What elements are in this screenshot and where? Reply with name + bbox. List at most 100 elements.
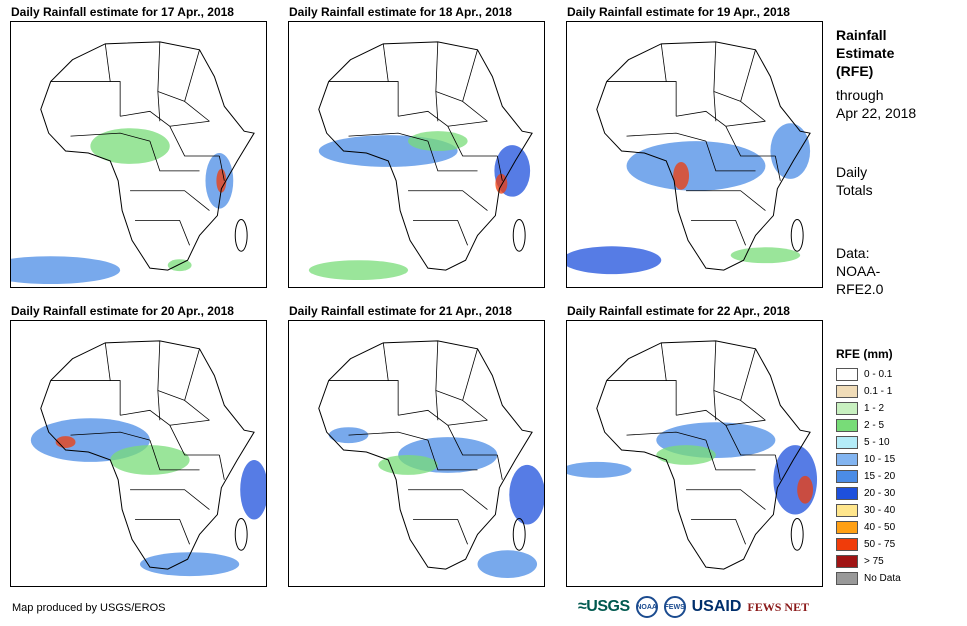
legend-item: 1 - 2: [836, 400, 901, 417]
country-border: [725, 425, 776, 456]
legend-swatch: [836, 385, 858, 398]
country-border: [713, 390, 717, 421]
legend-swatch: [836, 419, 858, 432]
country-border: [713, 41, 756, 102]
dhs-logo: FEWS: [663, 596, 686, 618]
legend-item: 2 - 5: [836, 417, 901, 434]
legend-label: 2 - 5: [864, 420, 885, 431]
legend-swatch: [836, 487, 858, 500]
country-border: [70, 431, 151, 441]
legend-label: 0 - 0.1: [864, 369, 893, 380]
country-border: [135, 519, 190, 545]
country-border: [626, 132, 707, 142]
country-border: [50, 380, 121, 416]
legend-swatch: [836, 402, 858, 415]
legend: 0 - 0.1 0.1 - 1 1 - 2 2 - 5 5 - 10 10 - 15 15 …: [836, 366, 901, 587]
country-border: [135, 220, 190, 246]
country-border: [104, 43, 111, 82]
country-border: [70, 132, 151, 142]
rfe-title-line2: Estimate: [836, 45, 895, 61]
country-border: [382, 43, 389, 82]
country-border: [713, 340, 756, 401]
africa-coastline: [596, 41, 811, 271]
legend-label: 10 - 15: [864, 454, 896, 465]
country-border: [435, 340, 478, 401]
data-source-line2: RFE2.0: [836, 281, 884, 297]
country-border: [740, 400, 766, 421]
legend-item: > 75: [836, 553, 901, 570]
country-border: [435, 41, 478, 102]
map-panel-6: [566, 320, 823, 587]
map-panel-5: [288, 320, 545, 587]
rainfall-area: [770, 123, 811, 179]
legend-swatch: [836, 555, 858, 568]
rainfall-area: [139, 552, 240, 577]
through-label: through: [836, 87, 884, 103]
legend-label: 1 - 2: [864, 403, 885, 414]
data-source-line1: NOAA-: [836, 263, 881, 279]
rainfall-area: [308, 260, 409, 281]
usgs-logo: ≈USGS: [578, 598, 630, 615]
country-border: [120, 409, 210, 426]
country-border: [120, 110, 210, 127]
country-border: [348, 132, 429, 142]
country-border: [413, 519, 468, 545]
country-border: [447, 425, 498, 456]
panel-title-1: Daily Rainfall estimate for 17 Apr., 201…: [11, 5, 234, 19]
rainfall-area: [11, 256, 121, 285]
africa-map: [318, 340, 544, 579]
legend-item: 30 - 40: [836, 502, 901, 519]
country-border: [705, 439, 756, 471]
country-border: [157, 390, 161, 421]
africa-map: [567, 41, 811, 275]
logo-bar: ≈USGS NOAA FEWS USAID FEWS NET: [578, 594, 809, 620]
rainfall-area: [216, 168, 227, 193]
legend-label: No Data: [864, 573, 901, 584]
legend-item: 10 - 15: [836, 451, 901, 468]
panel-title-2: Daily Rainfall estimate for 18 Apr., 201…: [289, 5, 512, 19]
country-border: [435, 390, 439, 421]
country-border: [496, 155, 503, 181]
legend-item: 0.1 - 1: [836, 383, 901, 400]
country-border: [398, 110, 488, 127]
country-border: [435, 91, 439, 122]
rainfall-area: [477, 550, 538, 579]
country-border: [130, 489, 210, 510]
rfe-title-line1: Rainfall: [836, 27, 887, 43]
madagascar-outline: [790, 219, 804, 252]
legend-item: 15 - 20: [836, 468, 901, 485]
country-border: [184, 101, 210, 122]
totals-label: Totals: [836, 182, 873, 198]
africa-map: [30, 340, 266, 577]
panel-title-6: Daily Rainfall estimate for 22 Apr., 201…: [567, 304, 790, 318]
country-border: [427, 439, 478, 471]
rainfall-area: [110, 445, 190, 475]
country-border: [774, 155, 781, 181]
country-border: [626, 431, 707, 441]
rainfall-area: [90, 128, 170, 164]
legend-title: RFE (mm): [836, 347, 893, 361]
africa-map: [11, 41, 255, 285]
country-border: [157, 340, 200, 401]
country-border: [328, 380, 399, 416]
legend-item: 0 - 0.1: [836, 366, 901, 383]
country-border: [691, 220, 746, 246]
map-panel-4: [10, 320, 267, 587]
country-border: [218, 454, 225, 480]
africa-coastline: [318, 41, 533, 271]
country-border: [157, 41, 200, 102]
legend-item: 40 - 50: [836, 519, 901, 536]
country-border: [149, 439, 200, 471]
rainfall-area: [567, 246, 662, 275]
map-panel-2: [288, 21, 545, 288]
rainfall-area: [730, 247, 801, 264]
country-border: [184, 400, 210, 421]
legend-label: > 75: [864, 556, 884, 567]
usaid-logo: USAID: [691, 598, 742, 615]
rainfall-area: [673, 161, 690, 190]
country-border: [725, 126, 776, 157]
country-border: [169, 126, 220, 157]
country-border: [606, 380, 677, 416]
daily-label: Daily: [836, 164, 868, 180]
country-border: [447, 126, 498, 157]
